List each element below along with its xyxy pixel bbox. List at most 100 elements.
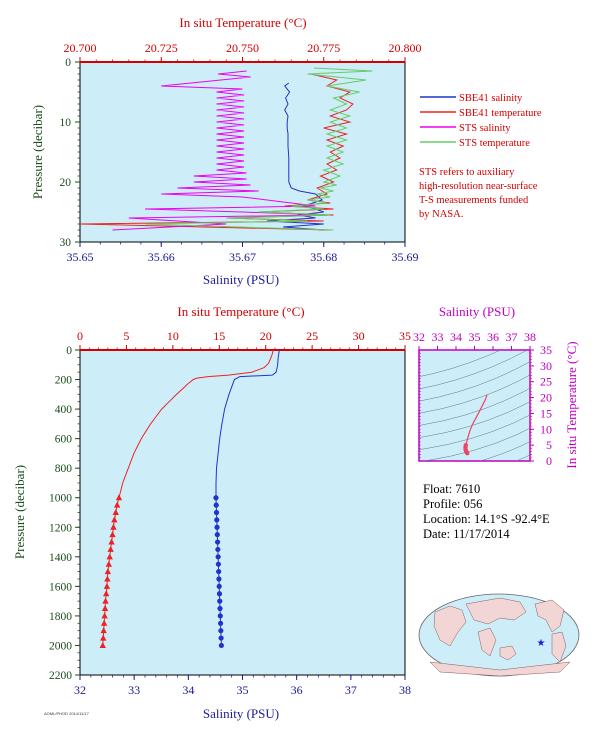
salinity-marker	[214, 517, 220, 523]
temperature-marker	[104, 568, 112, 575]
temperature-marker	[100, 627, 107, 634]
temperature-marker	[108, 538, 115, 545]
temperature-marker	[111, 516, 118, 523]
full-y-ticks: 0 200 400 600 800 1000 1200 1400 1600 1800 2000 220…	[49, 345, 80, 682]
full-bottom-axis-title: Salinity (PSU)	[203, 706, 279, 721]
temperature-marker	[100, 634, 107, 641]
temperature-marker	[109, 531, 116, 538]
temperature-marker	[101, 605, 109, 612]
full-series-group	[99, 349, 280, 649]
temperature-marker	[112, 509, 119, 515]
ts-right-tick-label: 30	[540, 359, 552, 373]
full-top-tick-label: 15	[213, 329, 225, 343]
salinity-marker	[214, 532, 220, 538]
temperature-marker	[101, 612, 108, 619]
full-temperature-line	[102, 349, 274, 646]
map-land	[429, 597, 571, 677]
salinity-marker	[214, 524, 220, 530]
ts-right-tick-label: 20	[540, 391, 552, 405]
temperature-marker	[113, 501, 121, 508]
salinity-marker	[215, 561, 221, 567]
surface-bottom-tick-label: 35.67	[229, 250, 256, 264]
salinity-marker	[218, 635, 224, 641]
salinity-marker	[215, 546, 221, 553]
float-info: Float: 7610 Profile: 056 Location: 14.1°…	[423, 482, 550, 541]
surface-top-tick-label: 20.700	[64, 41, 97, 55]
legend-label-sbe-temperature: SBE41 temperature	[459, 108, 542, 119]
full-top-tick-label: 0	[77, 329, 83, 343]
surface-series-sts-temperature	[144, 67, 373, 231]
full-bottom-tick-label: 36	[291, 683, 303, 697]
full-top-tick-label: 25	[306, 329, 318, 343]
temperature-marker	[99, 641, 106, 648]
temperature-marker	[103, 582, 111, 589]
full-y-tick-label: 200	[55, 375, 73, 387]
full-top-ticks: 0 5 10 15 20 25 30 35	[77, 329, 411, 350]
surface-y-tick-label: 0	[65, 57, 71, 69]
salinity-marker	[218, 628, 224, 634]
info-date: Date: 11/17/2014	[423, 527, 510, 541]
full-bottom-tick-label: 38	[399, 683, 411, 697]
world-map: ★	[418, 593, 580, 677]
surface-bottom-tick-label: 35.69	[392, 250, 419, 264]
salinity-marker	[216, 591, 223, 597]
full-y-tick-label: 1800	[49, 611, 72, 623]
ts-top-tick-label: 36	[487, 330, 499, 344]
sts-note-line-2: high-resolution near-surface	[419, 181, 538, 192]
temperature-marker	[107, 545, 114, 552]
salinity-marker	[215, 554, 221, 560]
info-float: Float: 7610	[423, 482, 480, 496]
ts-deep-point	[465, 451, 470, 456]
ts-right-tick-label: 10	[540, 422, 552, 436]
salinity-marker	[213, 495, 219, 501]
full-y-tick-label: 400	[55, 404, 73, 416]
ts-top-ticks: 32 33 34 35 36 37 38	[413, 330, 536, 350]
surface-legend: SBE41 salinity SBE41 temperature STS sal…	[420, 93, 542, 149]
temperature-marker	[110, 523, 117, 530]
surface-top-axis-title: In situ Temperature (°C)	[179, 15, 306, 30]
salinity-marker	[217, 605, 223, 612]
full-y-tick-label: 1200	[49, 522, 72, 534]
ts-top-tick-label: 34	[450, 330, 462, 344]
full-y-tick-label: 2000	[49, 640, 72, 652]
surface-top-tick-label: 20.800	[389, 41, 422, 55]
full-y-tick-label: 1000	[49, 493, 72, 505]
surface-series-sbe41-salinity	[266, 82, 324, 231]
full-bottom-ticks: 32 33 34 35 36 37 38	[74, 675, 411, 697]
surface-bottom-ticks: 35.65 35.66 35.67 35.68 35.69	[67, 242, 419, 264]
surface-bottom-axis-title: Salinity (PSU)	[203, 272, 279, 287]
surface-top-tick-label: 20.775	[307, 41, 340, 55]
salinity-marker	[214, 539, 221, 545]
surface-y-axis-title: Pressure (decibar)	[30, 105, 45, 199]
full-y-tick-label: 1400	[49, 552, 72, 564]
footer-tag: AOML/PHOD 2014/11/17	[44, 711, 90, 716]
temperature-marker	[115, 494, 123, 501]
surface-top-tick-label: 20.750	[226, 41, 259, 55]
surface-series-group	[80, 67, 373, 231]
ts-series-group	[463, 394, 488, 456]
full-y-tick-label: 1600	[49, 581, 72, 593]
full-y-axis-title: Pressure (decibar)	[12, 465, 27, 559]
ts-plot-area	[418, 349, 531, 462]
full-bottom-tick-label: 33	[128, 683, 140, 697]
surface-profile-panel: 20.700 20.725 20.750 20.775 20.800 35.65 35.6…	[30, 15, 422, 287]
sts-note-line-4: by NASA.	[419, 209, 463, 220]
ts-right-tick-label: 35	[540, 343, 552, 357]
float-location-marker-icon: ★	[537, 638, 546, 649]
ts-right-tick-label: 15	[540, 406, 552, 420]
salinity-marker	[217, 598, 223, 604]
surface-bottom-tick-label: 35.68	[310, 250, 337, 264]
surface-top-tick-label: 20.725	[145, 41, 178, 55]
full-y-tick-label: 0	[66, 345, 72, 357]
full-plot-area	[79, 349, 406, 676]
salinity-marker	[216, 583, 222, 589]
ts-right-axis-title: In situ Temperature (°C)	[564, 341, 579, 468]
full-bottom-tick-label: 32	[74, 683, 86, 697]
legend-label-sbe-salinity: SBE41 salinity	[459, 93, 523, 104]
temperature-marker	[102, 590, 110, 597]
salinity-marker	[217, 613, 223, 619]
temperature-marker	[100, 619, 108, 626]
ts-right-tick-label: 0	[546, 454, 552, 468]
